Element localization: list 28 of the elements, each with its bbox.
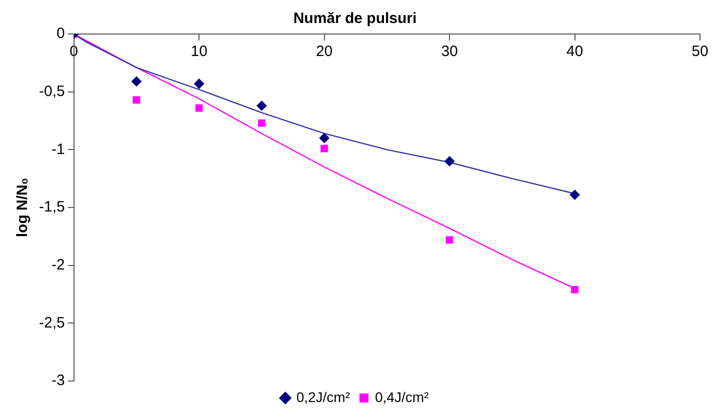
point bbox=[132, 96, 140, 104]
x-tick-label: 20 bbox=[316, 43, 333, 60]
y-tick-label: -1 bbox=[52, 140, 65, 158]
y-tick-label: -2,5 bbox=[38, 314, 65, 332]
x-tick-label: 50 bbox=[692, 43, 708, 60]
y-tick-label: -3 bbox=[52, 372, 65, 390]
point bbox=[446, 236, 454, 244]
point bbox=[444, 156, 455, 166]
x-tick-label: 10 bbox=[190, 43, 208, 60]
point bbox=[320, 144, 328, 152]
y-tick-label: -1,5 bbox=[38, 198, 65, 216]
legend-label: 0,2J/cm² bbox=[296, 388, 350, 405]
y-tick-label: 0 bbox=[56, 25, 65, 42]
point bbox=[570, 190, 580, 200]
legend-label: 0,4J/cm² bbox=[375, 388, 430, 405]
point bbox=[195, 104, 203, 112]
point bbox=[571, 286, 578, 294]
x-axis-title: Număr de pulsuri bbox=[293, 10, 417, 28]
point bbox=[319, 133, 330, 144]
y-tick-label: -0,5 bbox=[38, 82, 65, 100]
point bbox=[131, 76, 142, 86]
x-tick-label: 40 bbox=[566, 43, 584, 60]
y-tick-label: -2 bbox=[52, 256, 65, 274]
y-axis-title: log N/N₀ bbox=[14, 178, 32, 238]
x-tick-label: 30 bbox=[441, 43, 458, 60]
point bbox=[256, 100, 267, 111]
point bbox=[258, 119, 266, 127]
point bbox=[194, 78, 204, 89]
